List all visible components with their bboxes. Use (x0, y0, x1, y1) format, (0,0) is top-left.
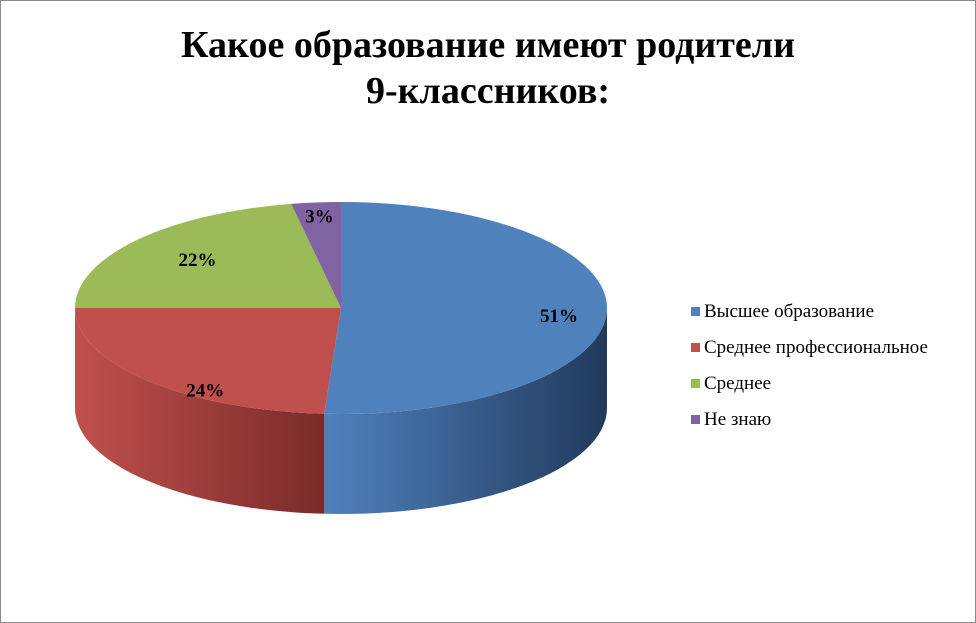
legend-item-higher-education: Высшее образование (691, 298, 928, 325)
data-label-dont-know: 3% (305, 207, 334, 228)
legend: Высшее образование Среднее профессиональ… (691, 298, 928, 442)
legend-item-vocational: Среднее профессиональное (691, 334, 928, 361)
legend-swatch-vocational (691, 343, 700, 352)
pie-sides (75, 308, 607, 514)
legend-swatch-higher-education (691, 307, 700, 316)
pie-slice-secondary (75, 203, 341, 308)
pie-slices (75, 202, 607, 414)
legend-item-secondary: Среднее (691, 370, 928, 397)
data-label-vocational: 24% (186, 380, 224, 401)
legend-item-dont-know: Не знаю (691, 406, 928, 433)
legend-label-dont-know: Не знаю (704, 408, 772, 430)
pie-slice-dont-know (291, 202, 341, 308)
pie-side-vocational (75, 308, 325, 514)
legend-swatch-dont-know (691, 415, 700, 424)
data-label-secondary: 22% (179, 250, 217, 271)
chart-title-line-2: 9-классников: (365, 70, 610, 112)
pie-side-higher-education (324, 308, 607, 514)
pie-data-labels: 51% 24% 22% 3% (179, 207, 579, 402)
data-label-higher-education: 51% (540, 306, 578, 327)
chart-title-line-1: Какое образование имеют родители (181, 24, 795, 66)
legend-label-vocational: Среднее профессиональное (704, 336, 928, 358)
legend-label-higher-education: Высшее образование (704, 300, 875, 322)
legend-swatch-secondary (691, 379, 700, 388)
legend-label-secondary: Среднее (704, 372, 772, 394)
pie-slice-higher-education (324, 202, 607, 414)
pie-slice-vocational (75, 308, 341, 414)
chart-title: Какое образование имеют родители 9-класс… (0, 22, 976, 114)
